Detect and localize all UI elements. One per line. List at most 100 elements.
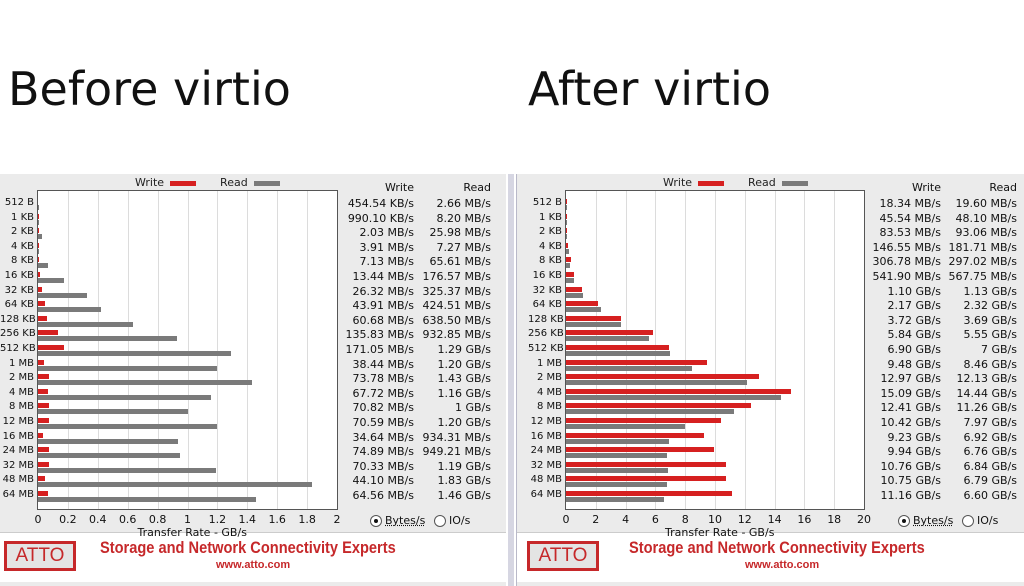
x-tick-label: 4	[622, 513, 630, 526]
read-value: 3.69 GB/s	[963, 313, 1018, 327]
y-category-label: 512 KB	[528, 343, 564, 354]
y-category-label: 1 KB	[539, 211, 562, 223]
atto-tagline: Storage and Network Connectivity Experts	[629, 538, 925, 557]
x-tick-label: 1.2	[208, 513, 227, 526]
write-value: 70.82 MB/s	[352, 401, 414, 415]
y-category-label: 256 KB	[528, 328, 564, 340]
radio-bytes-circle[interactable]	[370, 515, 382, 527]
bar-read	[38, 438, 178, 444]
legend-read-swatch	[781, 180, 808, 186]
read-value: 1.20 GB/s	[437, 357, 492, 371]
column-header-read: Read	[989, 181, 1017, 194]
read-value: 1.83 GB/s	[437, 474, 492, 488]
radio-bytes-circle[interactable]	[898, 515, 910, 527]
bar-read	[566, 336, 649, 342]
write-value: 2.03 MB/s	[359, 226, 414, 240]
gridline	[744, 191, 746, 509]
radio-io-circle[interactable]	[434, 515, 446, 527]
x-tick-label: 0.8	[148, 513, 167, 526]
radio-io-label: IO/s	[977, 514, 999, 527]
bar-write	[38, 388, 49, 394]
bar-write	[566, 315, 622, 321]
bar-write	[566, 432, 704, 438]
read-value: 6.79 GB/s	[963, 474, 1018, 488]
bar-write	[566, 403, 751, 409]
write-value: 45.54 MB/s	[879, 211, 941, 225]
y-category-label: 2 MB	[536, 372, 562, 384]
bar-read	[38, 497, 257, 502]
bar-write	[566, 388, 791, 394]
gridline	[655, 191, 657, 509]
y-category-label: 48 MB	[2, 474, 34, 486]
write-value: 44.10 MB/s	[352, 474, 414, 488]
y-category-label: 16 KB	[4, 270, 34, 281]
read-value: 2.32 GB/s	[963, 299, 1018, 313]
gridline	[307, 191, 309, 509]
read-value: 1.29 GB/s	[437, 343, 492, 356]
read-value: 8.20 MB/s	[436, 211, 491, 225]
read-value: 7.27 MB/s	[436, 240, 491, 254]
bar-read	[38, 453, 180, 459]
bar-read	[38, 307, 102, 313]
gridline	[67, 191, 69, 509]
radio-io-circle[interactable]	[962, 515, 974, 527]
legend-read-label: Read	[748, 176, 776, 189]
bar-read	[566, 467, 668, 473]
atto-url[interactable]: www.atto.com	[216, 559, 291, 571]
y-category-label: 128 KB	[528, 313, 564, 325]
bar-read	[566, 307, 601, 313]
atto-logo: ATTO	[527, 541, 599, 571]
radio-io[interactable]: IO/s	[962, 514, 998, 527]
column-header-write: Write	[384, 181, 414, 194]
write-value: 60.68 MB/s	[352, 313, 414, 327]
bar-read	[38, 351, 231, 356]
write-value: 26.32 MB/s	[352, 284, 414, 298]
x-tick-label: 0	[562, 513, 570, 526]
bar-write	[38, 272, 40, 277]
radio-io[interactable]: IO/s	[434, 514, 470, 527]
write-value: 74.89 MB/s	[352, 445, 414, 459]
bar-read	[38, 380, 252, 386]
bar-write	[38, 330, 59, 336]
bar-read	[566, 365, 693, 371]
atto-url[interactable]: www.atto.com	[745, 559, 820, 571]
bar-read	[566, 292, 583, 298]
write-value: 18.34 MB/s	[879, 197, 941, 210]
write-value: 7.13 MB/s	[359, 255, 414, 269]
read-value: 1.20 GB/s	[437, 416, 492, 429]
bar-write	[566, 447, 715, 453]
read-value: 1.16 GB/s	[437, 386, 492, 400]
x-tick-label: 18	[827, 513, 842, 526]
read-value: 25.98 MB/s	[429, 226, 491, 240]
read-value: 6.84 GB/s	[963, 459, 1018, 473]
bar-read	[38, 409, 188, 415]
bar-write	[566, 461, 727, 467]
chart-legend: Write Read	[135, 176, 280, 189]
y-category-label: 1 KB	[11, 211, 34, 223]
y-category-label: 8 KB	[11, 255, 34, 267]
read-value: 181.71 MB/s	[948, 240, 1017, 254]
bar-write	[566, 476, 727, 482]
gridline	[715, 191, 716, 509]
bar-write	[566, 257, 571, 263]
radio-bytes[interactable]: Bytes/s	[370, 514, 425, 527]
read-value: 48.10 MB/s	[955, 211, 1017, 225]
bar-read	[38, 263, 48, 269]
legend-write-label: Write	[663, 176, 693, 189]
read-value: 7.97 GB/s	[963, 416, 1018, 429]
y-category-label: 12 MB	[2, 416, 34, 427]
y-category-label: 8 MB	[536, 401, 562, 413]
y-category-label: 64 MB	[530, 489, 562, 500]
write-value: 34.64 MB/s	[352, 430, 414, 444]
legend-write-swatch	[170, 180, 197, 186]
bar-read	[566, 248, 569, 254]
bar-write	[566, 330, 654, 336]
bar-write	[38, 461, 49, 467]
bar-read	[38, 394, 212, 400]
y-category-label: 48 MB	[530, 474, 562, 486]
gridline	[595, 191, 597, 509]
radio-bytes[interactable]: Bytes/s	[898, 514, 953, 527]
bar-write	[566, 242, 569, 248]
bar-write	[38, 242, 39, 248]
write-value: 3.91 MB/s	[359, 240, 414, 254]
